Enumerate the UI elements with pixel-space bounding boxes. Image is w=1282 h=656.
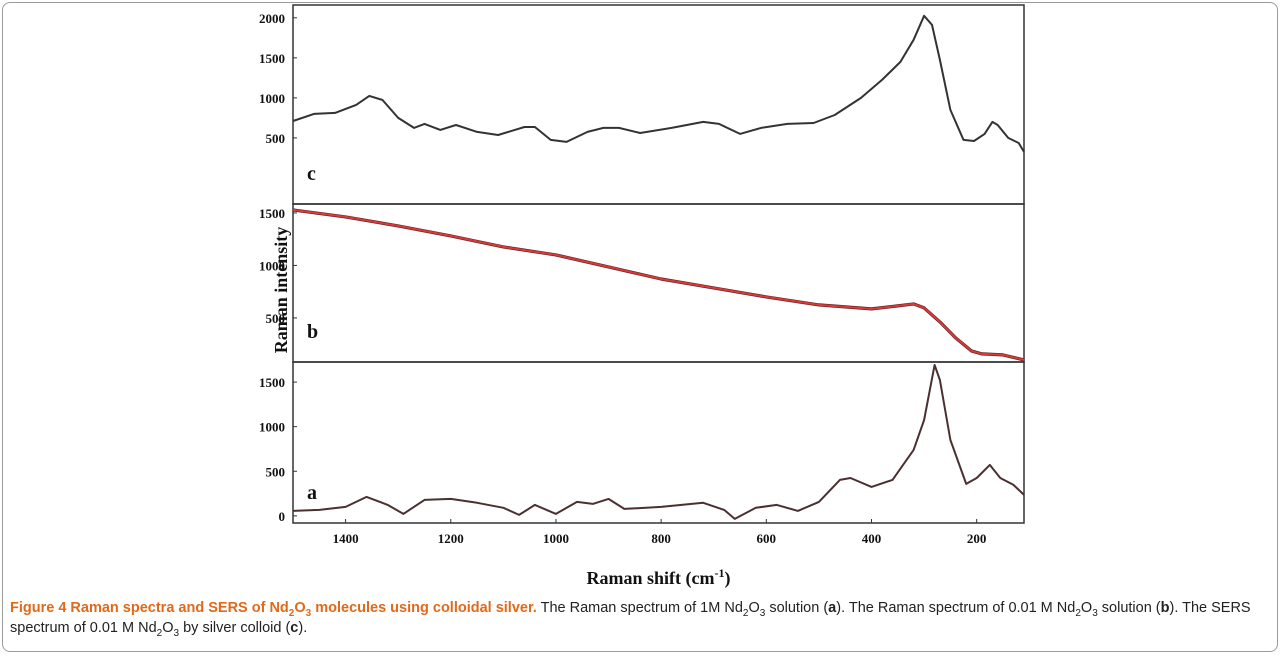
caption-run: ). The Raman spectrum of 0.01 M Nd — [836, 600, 1076, 616]
x-axis-label-part: Raman shift (cm — [587, 568, 715, 589]
caption-run: Figure 4 Raman spectra and SERS of Nd — [10, 600, 289, 616]
panel-frame — [292, 4, 1025, 205]
caption-run: 3 — [173, 627, 180, 639]
y-tick-label: 0 — [279, 509, 286, 524]
caption-run: molecules using colloidal silver. — [311, 600, 537, 616]
caption-run: O — [1080, 600, 1093, 616]
caption-run: 3 — [759, 607, 766, 619]
y-tick-label: 1500 — [259, 206, 285, 221]
caption-run: 3 — [1092, 607, 1098, 619]
caption-run: O — [162, 620, 174, 636]
panel-frame — [292, 361, 1025, 524]
x-tick-label: 1400 — [333, 531, 359, 546]
x-tick-label: 600 — [757, 531, 777, 546]
caption: Figure 4 Raman spectra and SERS of Nd2O3… — [10, 598, 1272, 638]
caption-run: by silver colloid ( — [179, 620, 291, 636]
caption-run: O — [294, 600, 306, 616]
caption-run: 3 — [305, 607, 312, 619]
y-tick-label: 2000 — [259, 11, 285, 26]
x-tick-label: 400 — [862, 531, 882, 546]
caption-run: a — [828, 600, 837, 616]
panel-label: b — [307, 321, 318, 343]
caption-run: solution ( — [765, 600, 829, 616]
caption-run: 2 — [156, 627, 163, 639]
y-tick-label: 1500 — [259, 51, 285, 66]
caption-run: b — [1160, 600, 1170, 616]
x-axis-label-part: ) — [725, 568, 731, 589]
panel-label: a — [307, 482, 317, 504]
caption-run: O — [748, 600, 760, 616]
caption-run: 2 — [288, 607, 295, 619]
line — [292, 208, 1025, 361]
caption-run: ). The SERS spectrum of 0.01 M Nd — [10, 600, 1251, 636]
y-tick-label: 500 — [266, 131, 286, 146]
y-tick-label: 500 — [266, 311, 286, 326]
y-tick-label: 1500 — [259, 375, 285, 390]
y-axis-label: Raman intensity — [271, 227, 291, 354]
line — [292, 364, 1025, 520]
x-axis-label: Raman shift (cm-1) — [587, 566, 731, 589]
caption-run: ). — [298, 620, 308, 636]
x-tick-label: 800 — [651, 531, 671, 546]
x-tick-label: 1000 — [543, 531, 569, 546]
panel-label: c — [307, 163, 316, 185]
y-tick-label: 1000 — [259, 420, 285, 435]
y-tick-label: 1000 — [259, 258, 285, 273]
y-tick-label: 1000 — [259, 91, 285, 106]
caption-run: solution ( — [1097, 600, 1161, 616]
caption-run: 2 — [742, 607, 749, 619]
caption-run: 2 — [1075, 607, 1081, 619]
x-tick-label: 1200 — [438, 531, 464, 546]
line-shadow — [292, 208, 1025, 362]
x-axis-label-sup: -1 — [715, 566, 725, 580]
y-tick-label: 500 — [266, 464, 286, 479]
caption-run: The Raman spectrum of 1M Nd — [536, 600, 743, 616]
caption-run: c — [290, 620, 299, 636]
line — [292, 14, 1025, 153]
x-tick-label: 200 — [967, 531, 987, 546]
